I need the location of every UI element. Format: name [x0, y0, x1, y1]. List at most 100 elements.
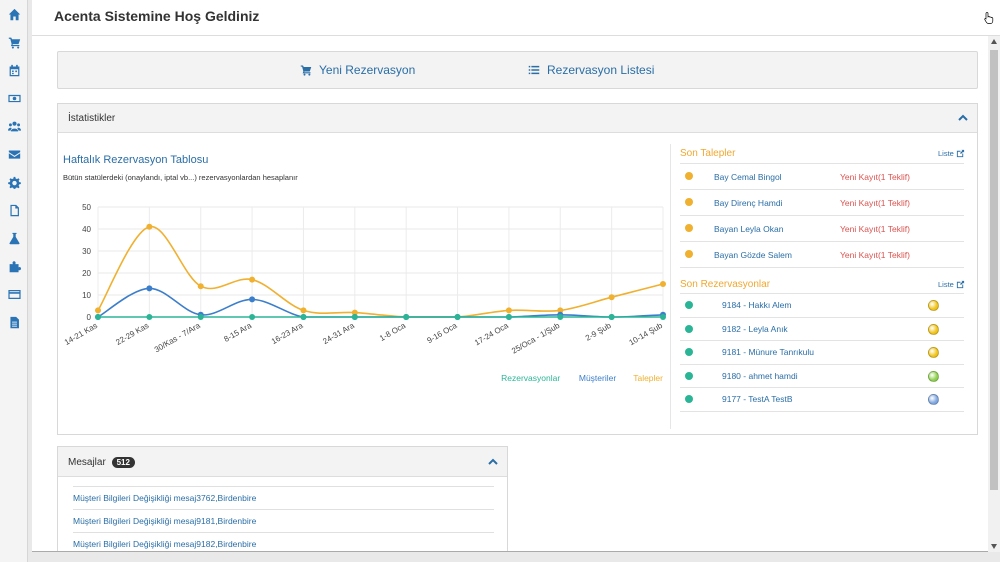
x-tick-label: 17-24 Oca — [473, 321, 510, 348]
recent-reservations-list-link-label: Liste — [938, 280, 954, 289]
y-tick-label: 10 — [82, 291, 91, 300]
legend-item: Rezervasyonlar — [501, 373, 560, 383]
y-tick-label: 0 — [87, 313, 92, 322]
vertical-scrollbar[interactable] — [988, 36, 1000, 552]
sidebar-item-home[interactable] — [0, 0, 28, 28]
messages-panel-header: Mesajlar 512 — [58, 447, 507, 477]
gear-icon — [7, 176, 21, 189]
reservation-name[interactable]: 9180 - ahmet hamdi — [722, 370, 798, 381]
x-tick-label: 9-16 Oca — [426, 321, 459, 346]
sidebar-item-cart[interactable] — [0, 28, 28, 56]
reservation-name[interactable]: 9181 - Münure Tanrıkulu — [722, 347, 814, 357]
y-tick-label: 20 — [82, 269, 91, 278]
reservation-name[interactable]: 9182 - Leyla Anık — [722, 323, 788, 334]
weekly-reservation-chart: 0 10 20 30 40 50 14-21 Kas 22-29 Kas 30/Kas - 7/… — [63, 203, 666, 383]
request-row[interactable]: Bay Direnç Hamdi Yeni Kayıt(1 Teklif) — [680, 190, 964, 216]
reservation-status-dot — [685, 371, 693, 380]
sidebar-item-payments[interactable] — [0, 280, 28, 308]
data-point — [300, 314, 307, 320]
x-tick-label: 24-31 Ara — [321, 321, 356, 346]
scroll-up-arrow-icon[interactable] — [991, 39, 997, 44]
data-point — [608, 294, 615, 301]
statistics-panel-header: İstatistikler — [58, 104, 977, 133]
recent-requests-list-link-label: Liste — [938, 149, 954, 158]
reservation-state-indicator — [928, 347, 939, 358]
reservation-row[interactable]: 9180 - ahmet hamdi — [680, 365, 964, 388]
reservation-name[interactable]: 9177 - TestA TestB — [722, 394, 793, 404]
cart-icon — [300, 65, 312, 76]
reservation-name[interactable]: 9184 - Hakkı Alem — [722, 300, 792, 310]
recent-reservations-list-link[interactable]: Liste — [938, 280, 965, 289]
request-customer-name[interactable]: Bayan Leyla Okan — [714, 224, 784, 234]
sidebar-item-modules[interactable] — [0, 252, 28, 280]
x-tick-label: 22-29 Kas — [114, 321, 150, 347]
document-icon — [9, 316, 19, 328]
message-item[interactable]: Müşteri Bilgileri Değişikliği mesaj9181,… — [73, 509, 494, 532]
recent-requests-list-link[interactable]: Liste — [938, 149, 965, 158]
x-tick-label: 8-15 Ara — [222, 321, 253, 344]
messages-collapse-button[interactable] — [487, 456, 499, 468]
data-point — [249, 296, 256, 303]
message-item[interactable]: Müşteri Bilgileri Değişikliği mesaj3762,… — [73, 486, 494, 509]
y-tick-label: 30 — [82, 247, 91, 256]
scrollbar-thumb[interactable] — [990, 50, 998, 490]
recent-reservations-divider — [680, 293, 964, 294]
reservation-row[interactable]: 9184 - Hakkı Alem — [680, 294, 964, 318]
data-point — [249, 276, 256, 283]
messages-panel: Mesajlar 512 Müşteri Bilgileri Değişikli… — [57, 446, 508, 551]
chevron-up-icon — [958, 114, 968, 121]
data-point — [454, 314, 461, 320]
file-icon — [9, 204, 19, 216]
chevron-up-icon — [488, 458, 498, 465]
reservation-state-indicator — [928, 323, 939, 335]
sidebar-item-messages[interactable] — [0, 140, 28, 168]
reservation-row[interactable]: 9181 - Münure Tanrıkulu — [680, 341, 964, 365]
sidebar-item-reports[interactable] — [0, 308, 28, 336]
sidebar-item-files[interactable] — [0, 196, 28, 224]
request-customer-name[interactable]: Bayan Gözde Salem — [714, 250, 792, 260]
request-row[interactable]: Bay Cemal Bingol Yeni Kayıt(1 Teklif) — [680, 164, 964, 190]
series-line — [97, 225, 664, 318]
flask-icon — [8, 232, 20, 244]
scroll-down-arrow-icon[interactable] — [991, 544, 997, 549]
statistics-panel: İstatistikler Haftalık Rezervasyon Tablo… — [57, 103, 978, 435]
home-icon — [8, 8, 20, 20]
reservation-status-dot — [685, 395, 693, 403]
request-row[interactable]: Bayan Leyla Okan Yeni Kayıt(1 Teklif) — [680, 216, 964, 242]
sidebar-item-money[interactable] — [0, 84, 28, 112]
reservation-row[interactable]: 9182 - Leyla Anık — [680, 318, 964, 341]
message-item[interactable]: Müşteri Bilgileri Değişikliği mesaj9182,… — [73, 532, 494, 551]
top-header: Acenta Sistemine Hoş Geldiniz — [32, 0, 1000, 36]
messages-title-label: Mesajlar — [68, 457, 106, 468]
request-customer-name[interactable]: Bay Cemal Bingol — [714, 172, 782, 182]
sidebar-item-lab[interactable] — [0, 224, 28, 252]
recent-reservations-heading: Son Rezervasyonlar — [680, 279, 771, 290]
reservation-list-button[interactable]: Rezervasyon Listesi — [528, 63, 654, 77]
list-icon — [528, 65, 540, 75]
reservation-row[interactable]: 9177 - TestA TestB — [680, 388, 964, 412]
statistics-panel-title: İstatistikler — [68, 113, 116, 124]
column-divider — [670, 144, 671, 429]
request-status-dot — [685, 250, 693, 258]
request-customer-name[interactable]: Bay Direnç Hamdi — [714, 198, 783, 208]
reservation-status-dot — [685, 301, 693, 309]
sidebar-item-users[interactable] — [0, 112, 28, 140]
sidebar — [0, 0, 28, 562]
sidebar-item-calendar[interactable] — [0, 56, 28, 84]
recent-requests-heading: Son Talepler — [680, 148, 736, 159]
statistics-collapse-button[interactable] — [957, 112, 969, 124]
sidebar-item-settings[interactable] — [0, 168, 28, 196]
data-point — [95, 314, 101, 320]
legend-item: Talepler — [633, 373, 663, 383]
chart-title: Haftalık Rezervasyon Tablosu — [63, 154, 209, 166]
series-line — [97, 287, 664, 318]
reservation-state-indicator — [928, 370, 939, 382]
credit-card-icon — [7, 289, 21, 299]
request-status-dot — [685, 172, 693, 180]
data-point — [146, 223, 153, 230]
recent-requests-divider — [680, 163, 964, 164]
request-status-dot — [685, 198, 693, 206]
request-row[interactable]: Bayan Gözde Salem Yeni Kayıt(1 Teklif) — [680, 242, 964, 268]
new-reservation-button[interactable]: Yeni Rezervasyon — [300, 63, 415, 77]
data-point — [505, 307, 512, 314]
